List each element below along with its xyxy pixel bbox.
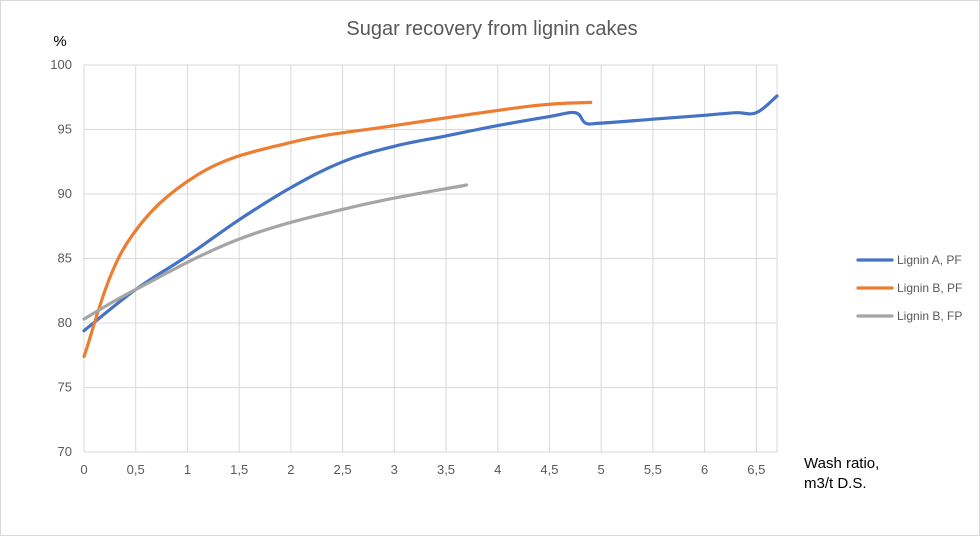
x-tick-label: 4 bbox=[494, 462, 501, 477]
x-tick-label: 5 bbox=[598, 462, 605, 477]
series-lines bbox=[82, 94, 779, 359]
gridlines bbox=[83, 64, 778, 453]
x-tick-label: 6,5 bbox=[747, 462, 765, 477]
y-tick-label: 75 bbox=[58, 380, 72, 395]
x-tick-label: 4,5 bbox=[540, 462, 558, 477]
series-line bbox=[82, 183, 469, 321]
series-line bbox=[82, 94, 779, 333]
y-tick-label: 90 bbox=[58, 186, 72, 201]
y-tick-label: 70 bbox=[58, 444, 72, 459]
x-tick-label: 0 bbox=[80, 462, 87, 477]
x-axis-label-line-2: m3/t D.S. bbox=[804, 475, 867, 492]
legend-label: Lignin B, FP bbox=[897, 309, 962, 323]
y-tick-label: 85 bbox=[58, 251, 72, 266]
x-tick-label: 5,5 bbox=[644, 462, 662, 477]
x-tick-label: 2,5 bbox=[334, 462, 352, 477]
tick-labels: 70 75 80 85 90 95 100 0 0,5 1 1,5 2 2,5 3 3,5 4 4,5 5 5,5 6… bbox=[50, 57, 765, 477]
x-tick-label: 1,5 bbox=[230, 462, 248, 477]
x-axis-label-line-1: Wash ratio, bbox=[804, 455, 879, 472]
y-tick-label: 95 bbox=[58, 122, 72, 137]
chart-title: Sugar recovery from lignin cakes bbox=[346, 18, 637, 40]
x-tick-label: 2 bbox=[287, 462, 294, 477]
x-tick-label: 1 bbox=[184, 462, 191, 477]
y-axis-label: % bbox=[53, 33, 66, 50]
x-tick-label: 3,5 bbox=[437, 462, 455, 477]
y-tick-label: 80 bbox=[58, 315, 72, 330]
y-tick-label: 100 bbox=[50, 57, 72, 72]
x-tick-label: 0,5 bbox=[127, 462, 145, 477]
legend-label: Lignin B, PF bbox=[897, 281, 962, 295]
legend: Lignin A, PF Lignin B, PF Lignin B, FP bbox=[856, 253, 962, 323]
x-tick-label: 3 bbox=[391, 462, 398, 477]
legend-label: Lignin A, PF bbox=[897, 253, 962, 267]
series-line bbox=[82, 100, 593, 359]
x-tick-label: 6 bbox=[701, 462, 708, 477]
